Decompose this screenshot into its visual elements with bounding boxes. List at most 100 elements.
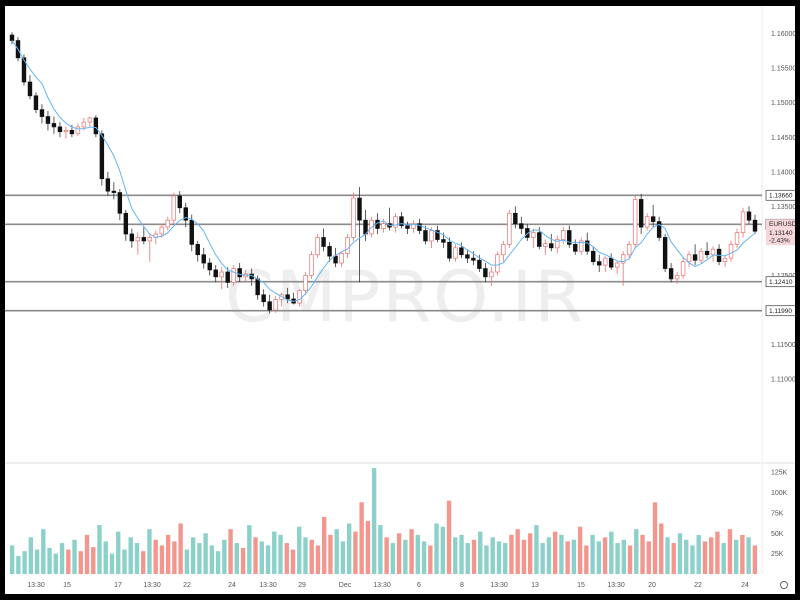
candle-body [591,250,596,262]
candle-body [537,232,542,247]
volume-bar [371,468,377,574]
volume-bar [209,545,215,574]
candle-body [111,190,117,193]
candle-body [453,247,458,259]
candle-body [213,269,218,278]
volume-bar [459,534,464,574]
volume-bar [577,526,583,574]
volume-bar [596,541,602,574]
volume-bar [471,539,477,574]
candle-body [549,243,554,249]
volume-bar [197,543,202,574]
volume-bar [602,537,608,574]
volume-bar [247,525,252,574]
candle-body [519,223,524,229]
price-tick-label: 1.15000 [771,100,795,107]
candle-body [459,247,464,256]
volume-bar [178,523,183,574]
volume-bar [546,537,552,574]
price-level-label: 1.11990 [769,308,792,315]
volume-bar [715,531,720,574]
candle-body [579,240,584,252]
volume-bar [22,551,27,574]
volume-bar [34,549,40,574]
candle-body [339,252,344,264]
price-tick-label: 1.11500 [771,342,795,349]
last-price-label: 1.13140 [769,230,793,237]
candle-body [465,254,470,259]
volume-bar [659,523,664,574]
price-tick-label: 1.15500 [771,66,795,73]
volume-bar [453,537,458,574]
candlestick-chart[interactable]: CMPRO.IR 1.16000 1.15500 1.15000 1.14500 1.14… [5,6,795,594]
volume-bar [584,545,589,574]
volume-bar [103,541,108,574]
volume-bar [172,541,177,574]
candle-body [393,216,398,228]
settings-gear-icon [780,581,788,589]
volume-tick-label: 50K [771,531,784,538]
candle-body [752,219,758,232]
price-level-tag [765,189,795,201]
time-tick-label: 13:30 [259,582,277,589]
candle-body [267,301,272,311]
volume-bar [359,502,364,574]
price-level-label: 1.13660 [769,193,793,200]
candle-body [231,268,236,283]
volume-bar [16,556,21,574]
price-tick-label: 1.16000 [771,31,795,38]
symbol-tag [766,219,795,229]
volume-bar [315,545,321,574]
candle-body [147,237,153,242]
volume-bar [702,541,708,574]
candle-body [81,121,87,128]
moving-average-line [11,40,756,302]
volume-tick-label: 25K [771,551,784,558]
price-level-tag [765,305,795,317]
candle-body [345,237,350,254]
candle-body [567,230,572,245]
volume-bar [496,541,502,574]
candle-body [656,221,662,238]
volume-bar [278,534,283,574]
volume-bar [746,537,751,574]
volume-bar [521,539,527,574]
volume-bar [515,529,520,574]
candle-body [51,123,57,128]
volume-bar [128,537,133,574]
candle-body [327,246,332,257]
candle-body [638,199,644,228]
volume-bar [147,529,152,574]
candle-body [597,261,602,266]
candle-body [117,192,123,214]
candle-body [644,216,650,228]
volume-bar [122,549,127,574]
candle-body [471,257,476,261]
candle-body [740,211,746,233]
time-tick-label: 15 [577,582,585,589]
volume-tick-label: 75K [771,510,784,517]
volume-bar [28,537,34,574]
candle-body [225,271,230,283]
candle-body [171,195,176,221]
volume-bar [665,537,670,574]
volume-tick-label: 100K [771,490,788,497]
candle-body [33,95,39,110]
candle-body [507,212,512,245]
candle-body [9,34,15,41]
volume-bar [490,537,495,574]
candle-body [237,268,242,278]
candle-body [674,275,680,280]
volume-bar [134,543,140,574]
volume-bar [484,545,489,574]
volume-bar [621,539,626,574]
volume-bar [91,547,96,574]
candle-body [429,230,434,242]
time-tick-label: 17 [114,582,122,589]
price-tick-label: 1.11000 [771,377,795,384]
time-tick-label: 24 [741,582,749,589]
volume-bar [153,539,158,574]
volume-bar [434,523,439,574]
candle-body [315,237,320,256]
candle-body [710,248,716,256]
